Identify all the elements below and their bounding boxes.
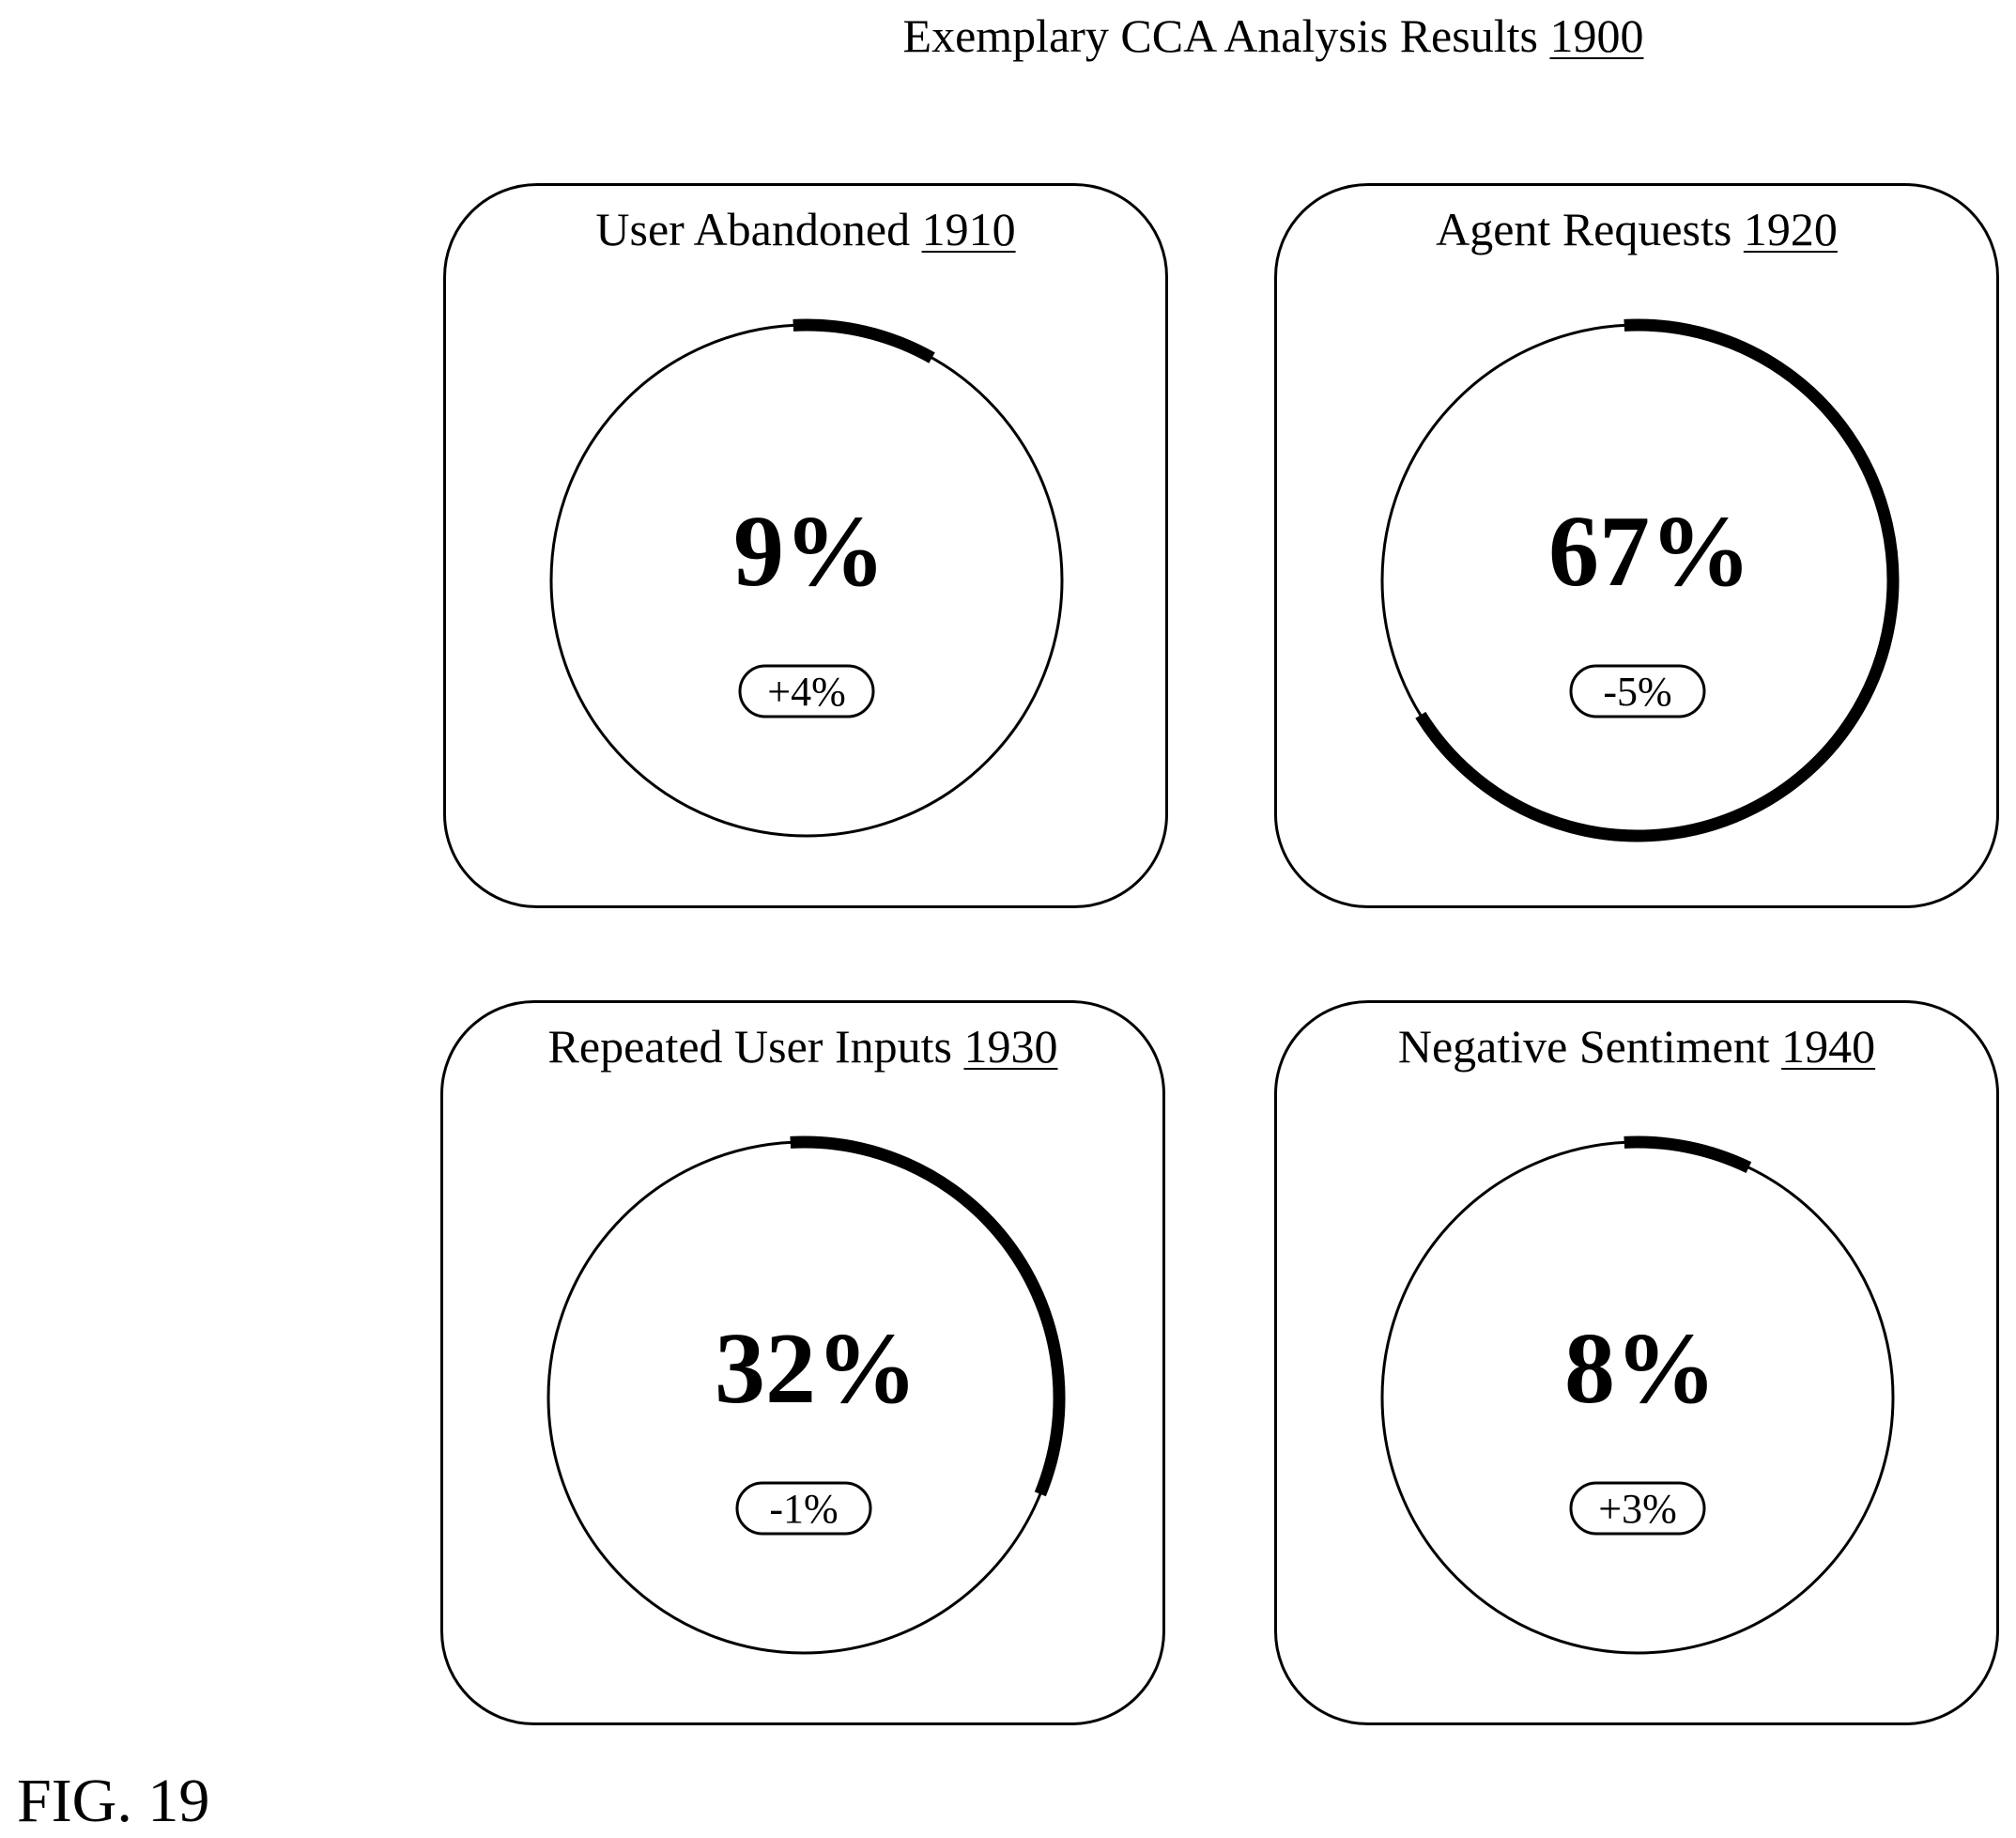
card-ref: 1920 (1743, 203, 1838, 255)
page-title-ref: 1900 (1549, 9, 1644, 62)
figure-label: FIG. 19 (17, 1767, 210, 1835)
card-label: Negative Sentiment (1397, 1020, 1770, 1073)
gauge-value: 67% (1548, 496, 1751, 608)
gauge: 9% +4% (549, 318, 1064, 838)
card-title: User Abandoned 1910 (446, 201, 1165, 257)
metric-card-repeated-user-inputs: Repeated User Inputs 1930 32% -1% (440, 1000, 1165, 1725)
page-title-text: Exemplary CCA Analysis Results (902, 9, 1538, 62)
card-title: Negative Sentiment 1940 (1277, 1018, 1996, 1074)
card-label: Repeated User Inputs (547, 1020, 952, 1073)
gauge-value: 9% (733, 496, 885, 608)
card-ref: 1930 (963, 1020, 1058, 1073)
gauge-value: 8% (1564, 1313, 1716, 1425)
gauge: 8% +3% (1380, 1135, 1895, 1655)
gauge-arc (790, 1135, 1066, 1497)
card-ref: 1940 (1781, 1020, 1876, 1073)
metric-card-user-abandoned: User Abandoned 1910 9% +4% (443, 183, 1168, 908)
gauge-value: 32% (715, 1313, 917, 1425)
delta-text: -1% (769, 1486, 838, 1532)
gauge: 67% -5% (1380, 318, 1900, 842)
delta-text: +3% (1598, 1486, 1676, 1532)
page-title: Exemplary CCA Analysis Results 1900 (0, 8, 2016, 64)
delta-text: -5% (1603, 669, 1671, 715)
delta-text: +4% (767, 669, 845, 715)
delta-badge (735, 1481, 872, 1536)
gauge-arc (1624, 1135, 1752, 1173)
gauge: 32% -1% (546, 1135, 1066, 1655)
delta-badge (1569, 1481, 1706, 1536)
metric-card-negative-sentiment: Negative Sentiment 1940 8% +3% (1274, 1000, 1999, 1725)
card-label: Agent Requests (1436, 203, 1732, 255)
card-title: Repeated User Inputs 1930 (443, 1018, 1162, 1074)
delta-badge (738, 664, 875, 718)
delta-badge (1569, 664, 1706, 718)
card-ref: 1910 (921, 203, 1016, 255)
card-label: User Abandoned (595, 203, 911, 255)
gauge-arc (793, 318, 935, 363)
card-title: Agent Requests 1920 (1277, 201, 1996, 257)
gauge-arc (1415, 318, 1900, 842)
metric-card-agent-requests: Agent Requests 1920 67% -5% (1274, 183, 1999, 908)
